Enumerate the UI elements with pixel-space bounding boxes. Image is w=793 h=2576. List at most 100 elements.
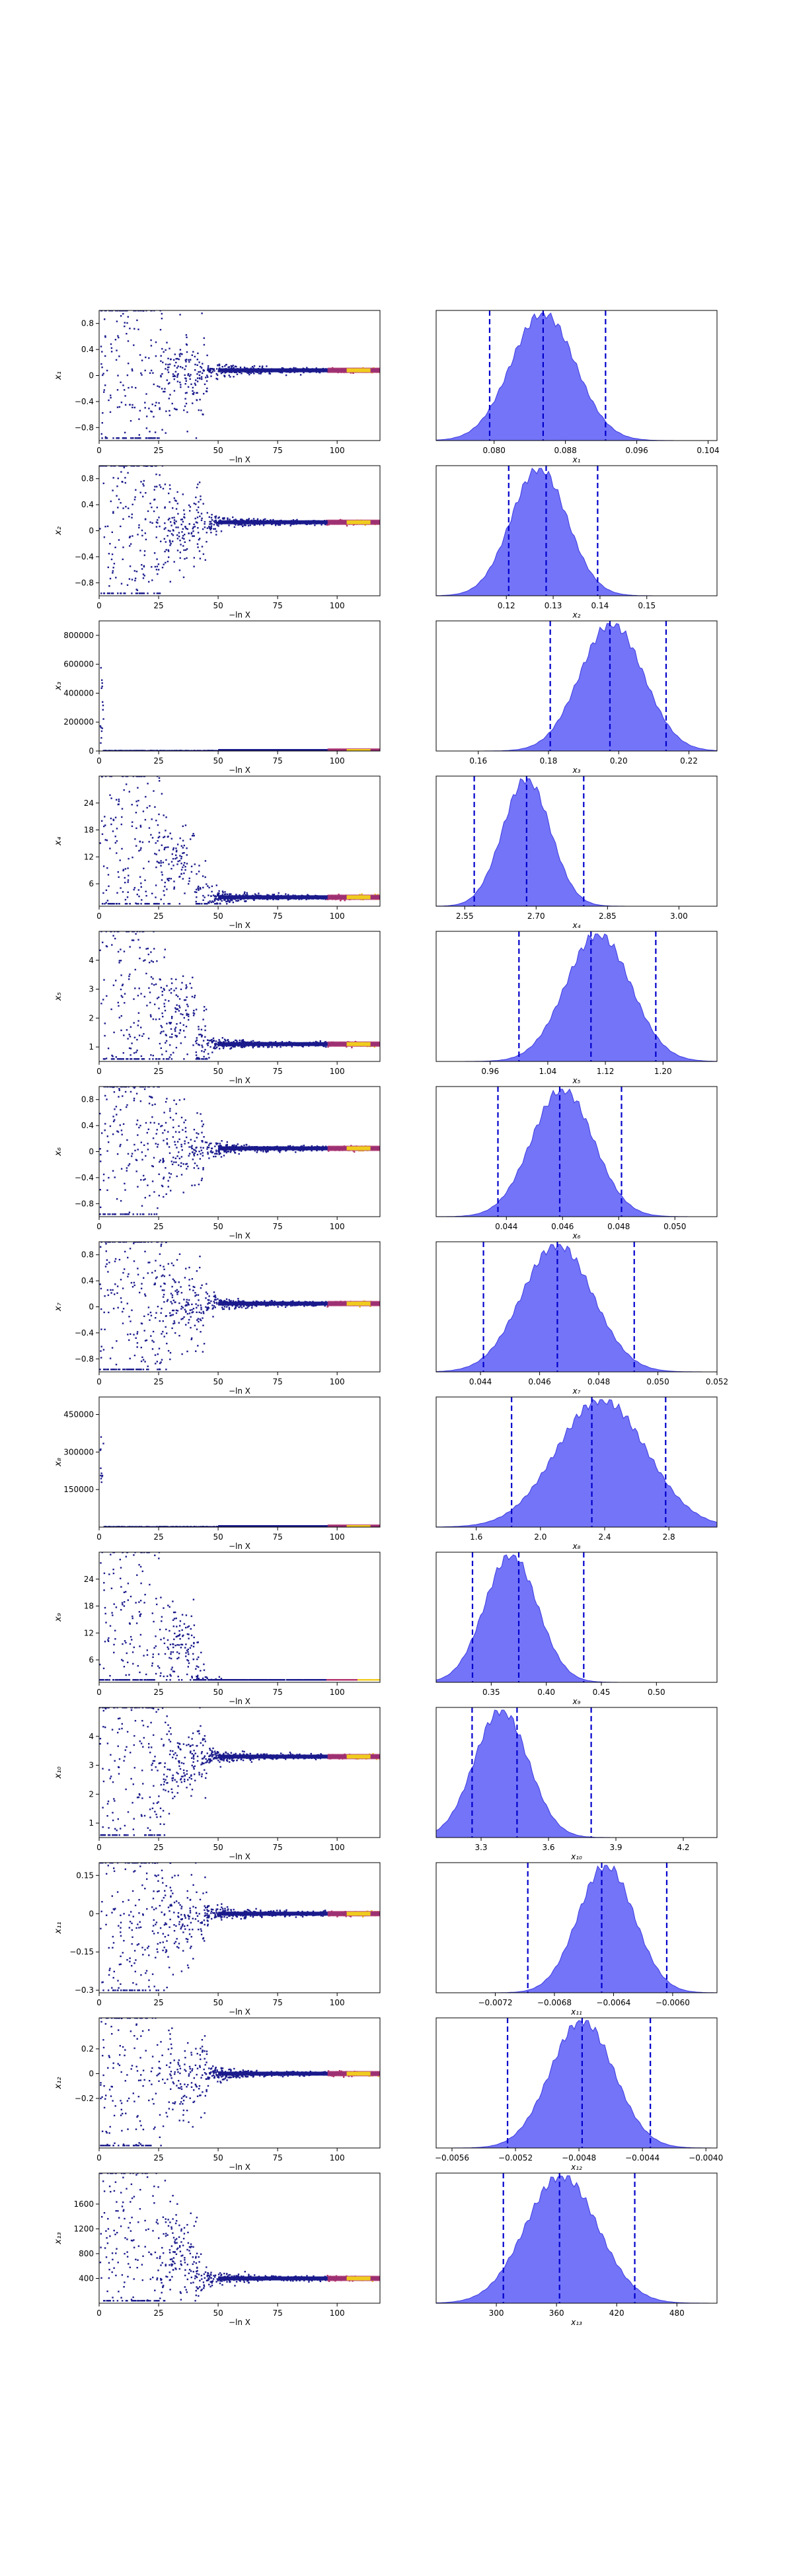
trace-xtick-label-6: 25 (153, 1222, 163, 1231)
trace-ytick-label-4: 18 (84, 826, 94, 835)
trace-ytick-label-2: −0.8 (75, 578, 94, 587)
density-xtick-label-7: 0.048 (587, 1377, 610, 1386)
trace-ytick-label-9: 6 (89, 1655, 94, 1664)
trace-xtick-label-8: 0 (96, 1532, 102, 1542)
density-xlabel-1: x₁ (572, 455, 581, 464)
density-xtick-label-3: 0.16 (469, 756, 487, 766)
row-12: 0 25 50 75 100 −ln X −0.2 0 0.2 x₁₂ −0.0056 −0.0052… (54, 2017, 723, 2172)
density-xtick-label-12: −0.0048 (562, 2153, 596, 2163)
trace-xtick-label-8: 100 (330, 1532, 345, 1542)
density-xtick-label-9: 0.40 (537, 1688, 555, 1697)
trace-panel-2: 0 25 50 75 100 −ln X −0.8 −0.4 0 0.4 0.8 x₂ (54, 465, 381, 620)
trace-panel-4: 0 25 50 75 100 −ln X 6 12 18 24 x₄ (54, 775, 381, 930)
trace-points-2 (99, 466, 380, 594)
trace-ytick-label-10: 2 (89, 1789, 94, 1799)
density-xtick-label-13: 480 (669, 2308, 685, 2318)
trace-xtick-label-8: 25 (153, 1532, 163, 1542)
density-panel-4: 2.55 2.70 2.85 3.00 x₄ (435, 775, 718, 930)
density-xtick-label-12: −0.0044 (625, 2153, 660, 2163)
trace-ytick-label-5: 3 (89, 985, 94, 994)
trace-ylabel-9: x₉ (54, 1613, 63, 1622)
trace-ytick-label-11: 0.15 (76, 1871, 94, 1880)
density-xlabel-7: x₇ (572, 1386, 581, 1396)
trace-points-7 (99, 1242, 380, 1371)
density-panel-9: 0.35 0.40 0.45 0.50 x₉ (435, 1552, 718, 1706)
trace-ytick-label-12: −0.2 (75, 2094, 94, 2103)
trace-frame-9 (98, 1552, 381, 1683)
density-xlabel-11: x₁₁ (570, 2007, 582, 2017)
density-xtick-label-9: 0.35 (482, 1688, 500, 1697)
trace-xtick-label-5: 0 (96, 1067, 102, 1076)
density-xtick-label-13: 360 (549, 2308, 564, 2318)
density-frame-13 (435, 2172, 718, 2304)
trace-ytick-label-13: 800 (79, 2249, 94, 2258)
trace-frame-11 (98, 1862, 381, 1993)
density-xlabel-4: x₄ (572, 921, 581, 930)
density-xlabel-9: x₉ (572, 1697, 581, 1706)
trace-ytick-label-7: 0 (89, 1303, 94, 1312)
density-curve-1 (436, 312, 717, 441)
density-curve-2 (436, 468, 717, 596)
row-3: 0 25 50 75 100 −ln X 0 200000 400000 600000 800000… (54, 620, 718, 775)
trace-ytick-label-9: 12 (84, 1628, 94, 1637)
trace-xtick-label-6: 50 (213, 1222, 223, 1231)
trace-xtick-label-13: 75 (272, 2308, 282, 2318)
density-xtick-label-7: 0.044 (469, 1377, 492, 1386)
trace-xtick-label-12: 100 (330, 2153, 345, 2163)
trace-panel-1: 0 25 50 75 100 −ln X −0.8 −0.4 0 0.4 0.8 x₁ (54, 310, 381, 464)
trace-ytick-label-8: 300000 (63, 1447, 94, 1456)
trace-panel-3: 0 25 50 75 100 −ln X 0 200000 400000 600000 800000… (54, 620, 381, 775)
trace-panel-6: 0 25 50 75 100 −ln X −0.8 −0.4 0 0.4 0.8 x₆ (54, 1086, 381, 1240)
trace-ytick-label-11: −0.3 (75, 1986, 94, 1995)
density-xtick-label-8: 1.6 (470, 1532, 482, 1542)
trace-xtick-label-7: 0 (96, 1377, 102, 1386)
trace-xtick-label-9: 0 (96, 1688, 102, 1697)
trace-xtick-label-11: 100 (330, 1998, 345, 2007)
density-curve-6 (436, 1089, 717, 1217)
trace-ytick-label-3: 400000 (63, 688, 94, 698)
trace-xtick-label-13: 0 (96, 2308, 102, 2318)
trace-ytick-label-7: 0.4 (81, 1276, 94, 1285)
trace-xlabel-3: −ln X (229, 766, 250, 775)
trace-xtick-label-9: 75 (272, 1688, 282, 1697)
trace-xtick-label-2: 0 (96, 601, 102, 610)
trace-xtick-label-13: 100 (330, 2308, 345, 2318)
trace-xtick-label-10: 75 (272, 1843, 282, 1852)
density-curve-4 (436, 778, 717, 906)
trace-points-3 (99, 666, 380, 751)
density-panel-1: 0.080 0.088 0.096 0.104 x₁ (435, 310, 720, 464)
trace-xtick-label-4: 0 (96, 912, 102, 921)
trace-ytick-label-7: 0.8 (81, 1250, 94, 1260)
trace-xlabel-9: −ln X (229, 1697, 250, 1706)
trace-ytick-label-12: 0.2 (81, 2044, 94, 2054)
trace-xtick-label-12: 0 (96, 2153, 102, 2163)
trace-ylabel-13: x₁₃ (54, 2232, 63, 2244)
density-xtick-label-6: 0.044 (495, 1222, 517, 1231)
trace-panel-7: 0 25 50 75 100 −ln X −0.8 −0.4 0 0.4 0.8 x₇ (54, 1241, 381, 1396)
row-13: 0 25 50 75 100 −ln X 400 800 1200 1600 x₁₃ 300 360 42… (54, 2172, 718, 2327)
trace-xlabel-10: −ln X (229, 1852, 250, 1861)
density-xtick-label-12: −0.0052 (498, 2153, 533, 2163)
trace-points-11 (99, 1863, 380, 1991)
trace-panel-9: 0 25 50 75 100 −ln X 6 12 18 24 x₉ (54, 1552, 381, 1706)
trace-xtick-label-8: 50 (213, 1532, 223, 1542)
trace-frame-10 (98, 1707, 381, 1838)
trace-xlabel-5: −ln X (229, 1076, 250, 1085)
density-curve-3 (436, 623, 717, 751)
trace-ytick-label-2: 0 (89, 526, 94, 536)
trace-ylabel-3: x₃ (54, 682, 63, 691)
trace-frame-8 (98, 1396, 381, 1528)
trace-frame-13 (98, 2172, 381, 2304)
trace-ytick-label-11: −0.15 (69, 1947, 94, 1956)
trace-ytick-label-9: 24 (84, 1575, 94, 1584)
density-xlabel-10: x₁₀ (570, 1852, 582, 1861)
density-xtick-label-7: 0.052 (706, 1377, 728, 1386)
density-frame-8 (435, 1396, 718, 1528)
trace-xtick-label-10: 25 (153, 1843, 163, 1852)
density-panel-6: 0.044 0.046 0.048 0.050 x₆ (435, 1086, 718, 1240)
trace-xlabel-2: −ln X (229, 610, 250, 620)
trace-ytick-label-10: 3 (89, 1761, 94, 1770)
density-xtick-label-1: 0.088 (554, 446, 576, 455)
row-9: 0 25 50 75 100 −ln X 6 12 18 24 x₉ 0.35 0.40 0.45 0.50… (54, 1552, 718, 1706)
